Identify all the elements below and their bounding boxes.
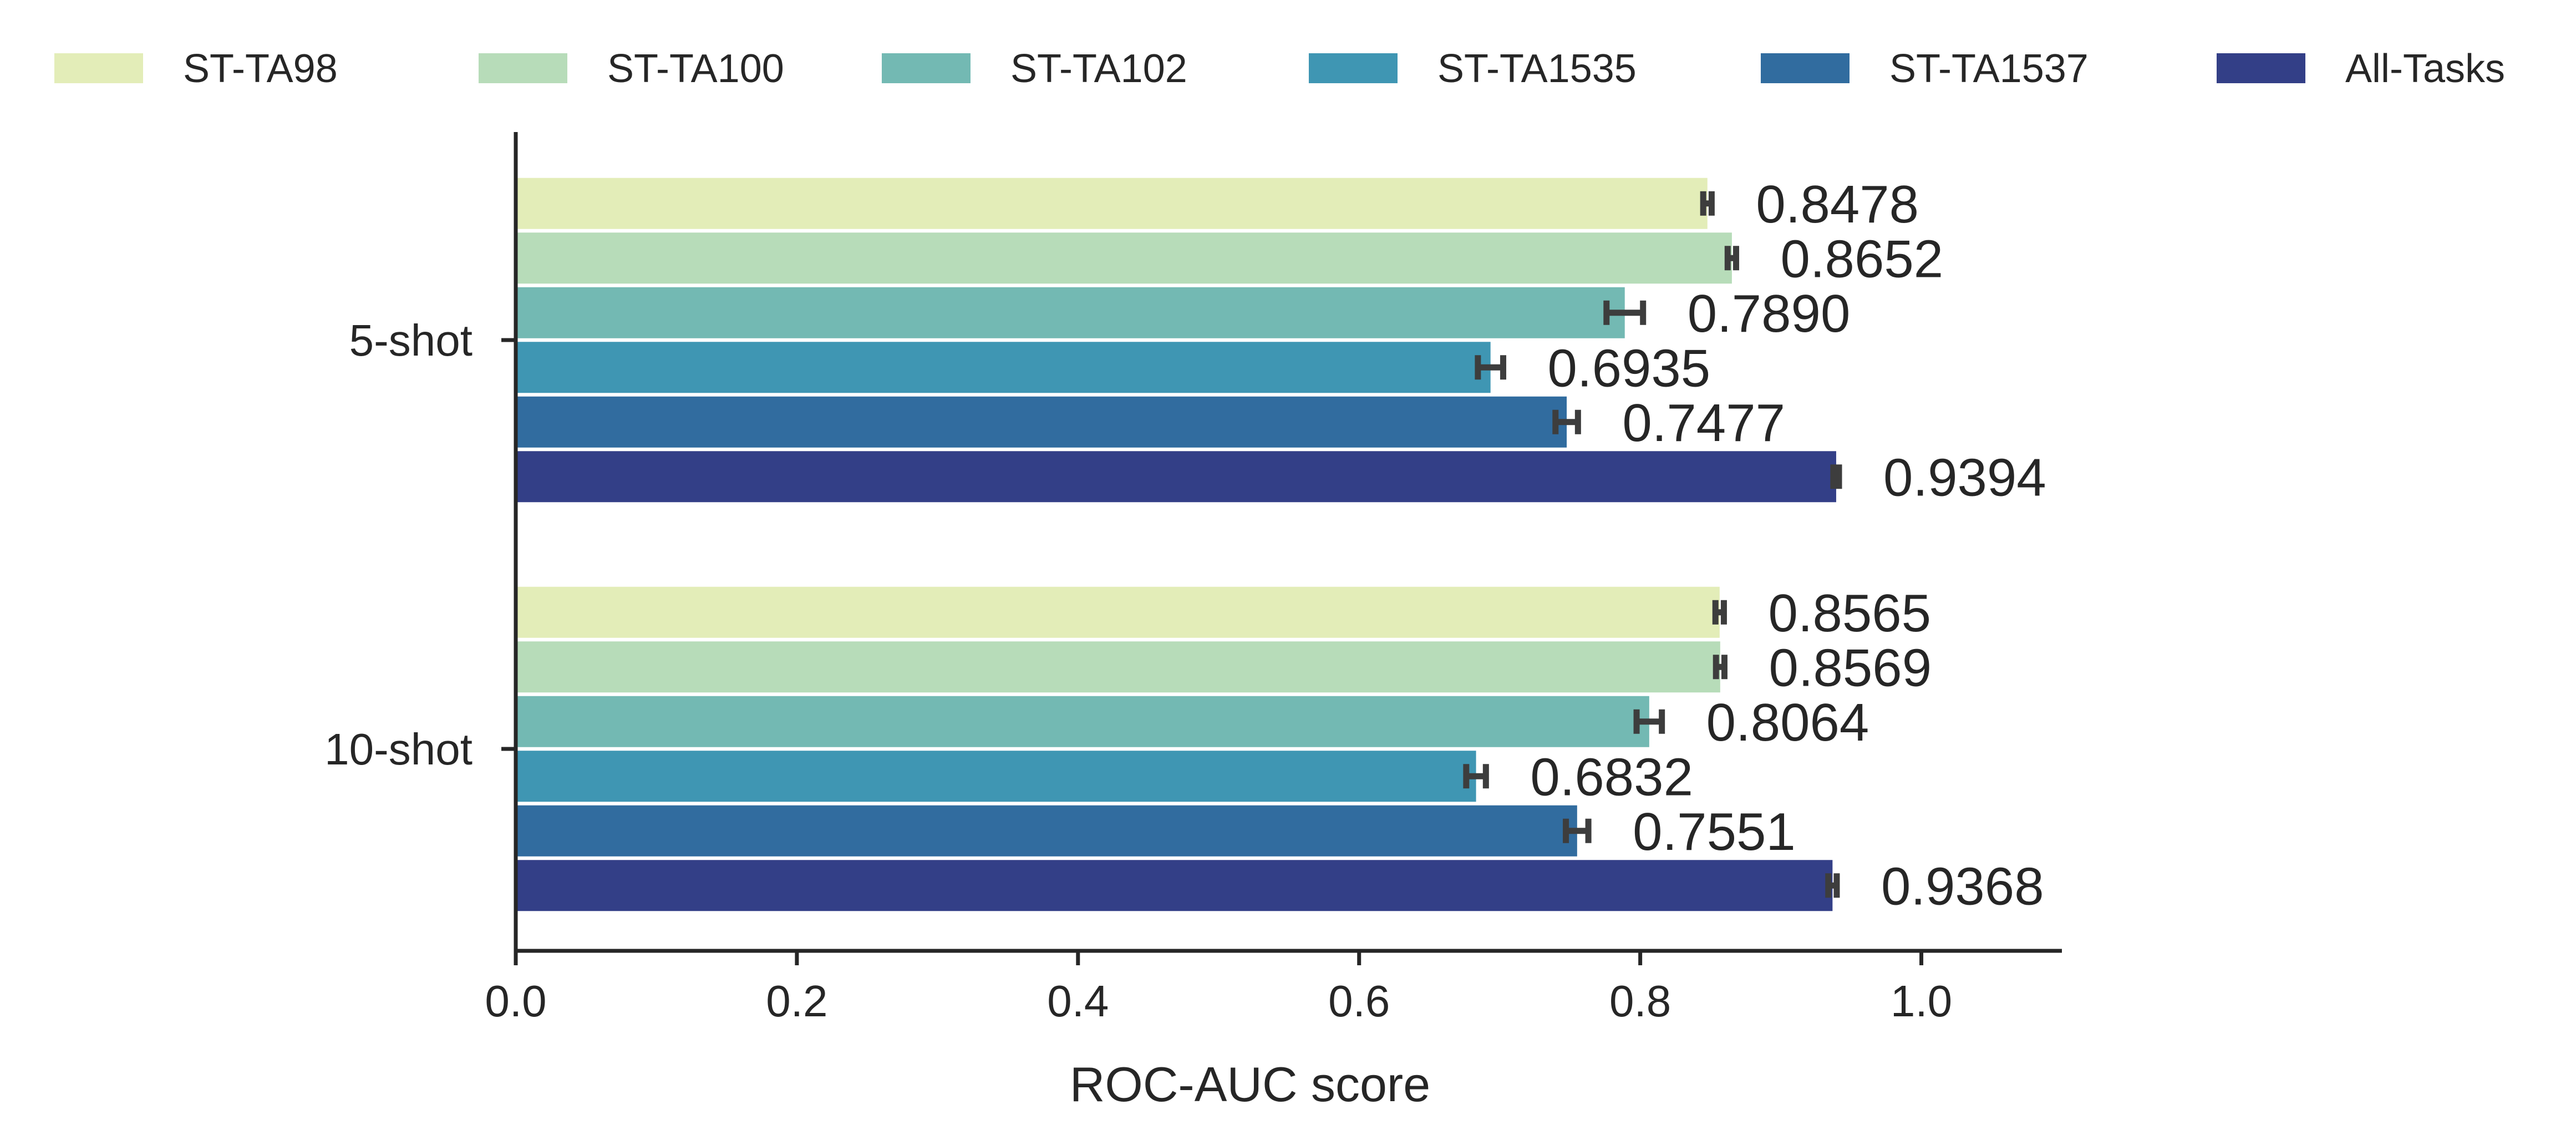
legend-swatch — [54, 53, 143, 83]
x-tick-label: 0.2 — [766, 976, 827, 1026]
legend-label: ST-TA1537 — [1889, 47, 2089, 91]
x-tick-label: 0.6 — [1328, 976, 1390, 1026]
error-bar — [1603, 300, 1647, 325]
legend-swatch — [2217, 53, 2305, 83]
value-label: 0.8652 — [1780, 229, 1943, 288]
legend-item: ST-TA1535 — [1309, 47, 1637, 91]
bar — [516, 178, 1708, 229]
error-bar — [1463, 764, 1489, 789]
value-labels: 0.8478 0.8565 0.8652 0.8569 0.7890 0.8064 0.69… — [1530, 175, 2046, 916]
legend-label: ST-TA1535 — [1437, 47, 1637, 91]
bar — [516, 586, 1720, 638]
legend-label: All-Tasks — [2345, 47, 2505, 91]
bar — [516, 751, 1476, 802]
y-tick-label: 5-shot — [349, 316, 472, 365]
bars — [516, 178, 1836, 911]
error-bar — [1700, 191, 1715, 216]
x-axis-title: ROC-AUC score — [1070, 1057, 1430, 1112]
legend: ST-TA98 ST-TA100 ST-TA102 ST-TA1535 ST-TA153… — [54, 47, 2505, 91]
legend-label: ST-TA102 — [1010, 47, 1187, 91]
bar — [516, 696, 1649, 747]
value-label: 0.8478 — [1756, 175, 1919, 234]
error-bar — [1475, 355, 1507, 380]
value-label: 0.6935 — [1548, 338, 1711, 398]
legend-swatch — [1761, 53, 1850, 83]
bar — [516, 232, 1732, 284]
bar — [516, 396, 1567, 448]
value-label: 0.7477 — [1622, 393, 1785, 453]
value-label: 0.6832 — [1530, 747, 1693, 807]
legend-item: ST-TA100 — [479, 47, 784, 91]
y-tick-label: 10-shot — [324, 725, 472, 774]
value-label: 0.7890 — [1688, 284, 1851, 343]
y-ticks: 5-shot 10-shot — [324, 316, 516, 774]
bar — [516, 342, 1491, 393]
legend-label: ST-TA98 — [183, 47, 338, 91]
x-tick-label: 1.0 — [1891, 976, 1952, 1026]
x-tick-label: 0.0 — [485, 976, 546, 1026]
legend-item: ST-TA102 — [882, 47, 1187, 91]
legend-swatch — [882, 53, 971, 83]
error-bar — [1552, 409, 1581, 434]
legend-item: ST-TA1537 — [1761, 47, 2089, 91]
value-label: 0.9368 — [1881, 857, 2044, 916]
legend-swatch — [479, 53, 567, 83]
value-label: 0.8565 — [1768, 584, 1931, 643]
legend-item: All-Tasks — [2217, 47, 2505, 91]
error-bar — [1830, 464, 1842, 489]
error-bar — [1713, 655, 1728, 680]
bar — [516, 860, 1833, 911]
axes — [514, 132, 2062, 953]
error-bars — [1463, 191, 1842, 898]
x-tick-label: 0.8 — [1609, 976, 1671, 1026]
error-bar — [1563, 818, 1592, 843]
legend-swatch — [1309, 53, 1398, 83]
x-ticks: 0.0 0.2 0.4 0.6 0.8 1.0 — [485, 951, 1952, 1026]
bar — [516, 641, 1720, 693]
x-tick-label: 0.4 — [1047, 976, 1109, 1026]
bar — [516, 287, 1625, 338]
legend-label: ST-TA100 — [607, 47, 784, 91]
bar — [516, 805, 1577, 857]
legend-item: ST-TA98 — [54, 47, 338, 91]
error-bar — [1712, 600, 1727, 625]
value-label: 0.8569 — [1769, 638, 1932, 697]
error-bar — [1633, 709, 1665, 734]
error-bar — [1825, 873, 1840, 898]
value-label: 0.9394 — [1883, 448, 2046, 507]
error-bar — [1724, 246, 1739, 271]
value-label: 0.8064 — [1706, 693, 1869, 752]
bar — [516, 451, 1836, 503]
value-label: 0.7551 — [1633, 802, 1796, 862]
